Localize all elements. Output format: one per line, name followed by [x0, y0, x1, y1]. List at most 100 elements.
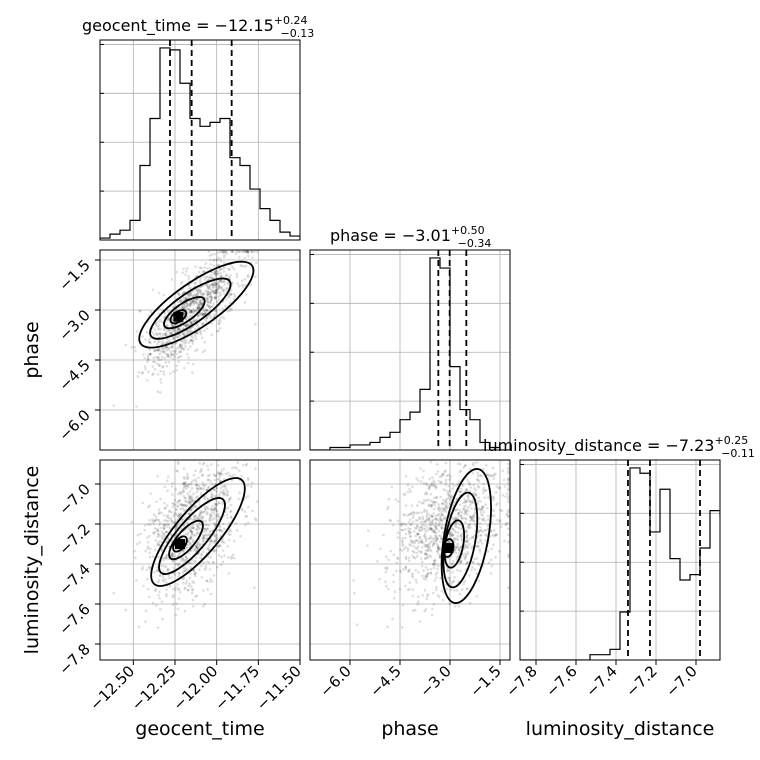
scatter-point [442, 507, 446, 511]
scatter-point [202, 313, 206, 316]
scatter-point [428, 484, 432, 488]
scatter-point [452, 503, 455, 507]
scatter-point [160, 511, 163, 515]
scatter-point [165, 553, 169, 557]
scatter-point [425, 597, 429, 600]
scatter-point [160, 347, 164, 350]
scatter-point [145, 568, 149, 571]
scatter-point [157, 291, 161, 295]
scatter-point [190, 562, 194, 565]
scatter-point [454, 516, 457, 519]
scatter-point [148, 340, 151, 343]
scatter-point [148, 352, 152, 356]
scatter-point [208, 580, 212, 584]
scatter-point [437, 547, 440, 551]
scatter-point [226, 287, 229, 290]
scatter-point [200, 266, 203, 270]
scatter-point [209, 316, 213, 319]
scatter-point [154, 331, 158, 335]
scatter-point [194, 533, 197, 537]
scatter-point [199, 556, 202, 559]
scatter-point [505, 512, 509, 515]
scatter-point [154, 518, 158, 521]
scatter-point [193, 282, 197, 285]
scatter-point [458, 592, 462, 596]
scatter-point [220, 472, 224, 476]
scatter-point [197, 517, 201, 521]
scatter-point [215, 509, 219, 512]
scatter-point [193, 515, 196, 518]
scatter-point [203, 483, 207, 487]
scatter-point [209, 516, 212, 519]
scatter-point [201, 605, 205, 608]
scatter-point [463, 556, 466, 559]
scatter-point [250, 250, 253, 253]
scatter-point [433, 483, 437, 487]
scatter-point [421, 476, 425, 479]
scatter-point [435, 576, 438, 579]
scatter-point [205, 560, 209, 564]
scatter-point [140, 567, 144, 571]
scatter-point [494, 533, 497, 537]
scatter-point [153, 570, 157, 574]
scatter-point [417, 539, 420, 543]
scatter-point [156, 474, 159, 478]
scatter-point [429, 555, 433, 559]
scatter-point [478, 474, 482, 477]
scatter-point [425, 509, 428, 512]
scatter-point [220, 275, 224, 278]
scatter-point [430, 520, 434, 523]
scatter-point [415, 554, 419, 558]
scatter-point [213, 502, 217, 505]
scatter-point [199, 276, 203, 280]
scatter-point [435, 527, 439, 530]
scatter-point [436, 545, 440, 549]
scatter-point [162, 341, 166, 344]
scatter-point [456, 452, 459, 455]
scatter-point [173, 562, 177, 566]
scatter-point [213, 271, 216, 275]
scatter-point [175, 602, 178, 606]
scatter-point [217, 514, 221, 518]
scatter-point [209, 513, 213, 517]
scatter-point [445, 441, 448, 444]
scatter-point [456, 534, 460, 538]
scatter-point [196, 525, 200, 528]
scatter-point [176, 564, 180, 567]
scatter-point [226, 506, 230, 510]
scatter-point [422, 482, 426, 485]
scatter-point [416, 518, 419, 522]
scatter-point [407, 513, 411, 516]
scatter-point [186, 329, 190, 333]
scatter-point [206, 547, 209, 551]
scatter-point [480, 542, 484, 545]
scatter-point [222, 490, 225, 494]
scatter-point [148, 534, 151, 538]
scatter-point [224, 510, 227, 514]
scatter-point [428, 527, 432, 530]
scatter-point [213, 506, 217, 510]
scatter-point [165, 348, 168, 352]
scatter-point [200, 576, 204, 579]
scatter-point [415, 511, 419, 515]
scatter-point [472, 561, 475, 564]
scatter-point [214, 273, 218, 276]
scatter-point [156, 568, 159, 572]
scatter-point [158, 318, 162, 322]
scatter-point [434, 514, 438, 518]
frame-layer [95, 39, 721, 665]
scatter-point [459, 487, 463, 491]
scatter-point [221, 549, 225, 552]
scatter-point [225, 489, 229, 493]
scatter-point [386, 587, 390, 591]
scatter-point [156, 626, 160, 629]
scatter-point [208, 531, 212, 534]
scatter-point [444, 478, 448, 482]
scatter-point [469, 503, 472, 507]
scatter-point [178, 513, 182, 517]
scatter-point [401, 544, 405, 547]
scatter-point [199, 292, 203, 296]
scatter-point [148, 551, 151, 554]
scatter-point [452, 517, 455, 521]
